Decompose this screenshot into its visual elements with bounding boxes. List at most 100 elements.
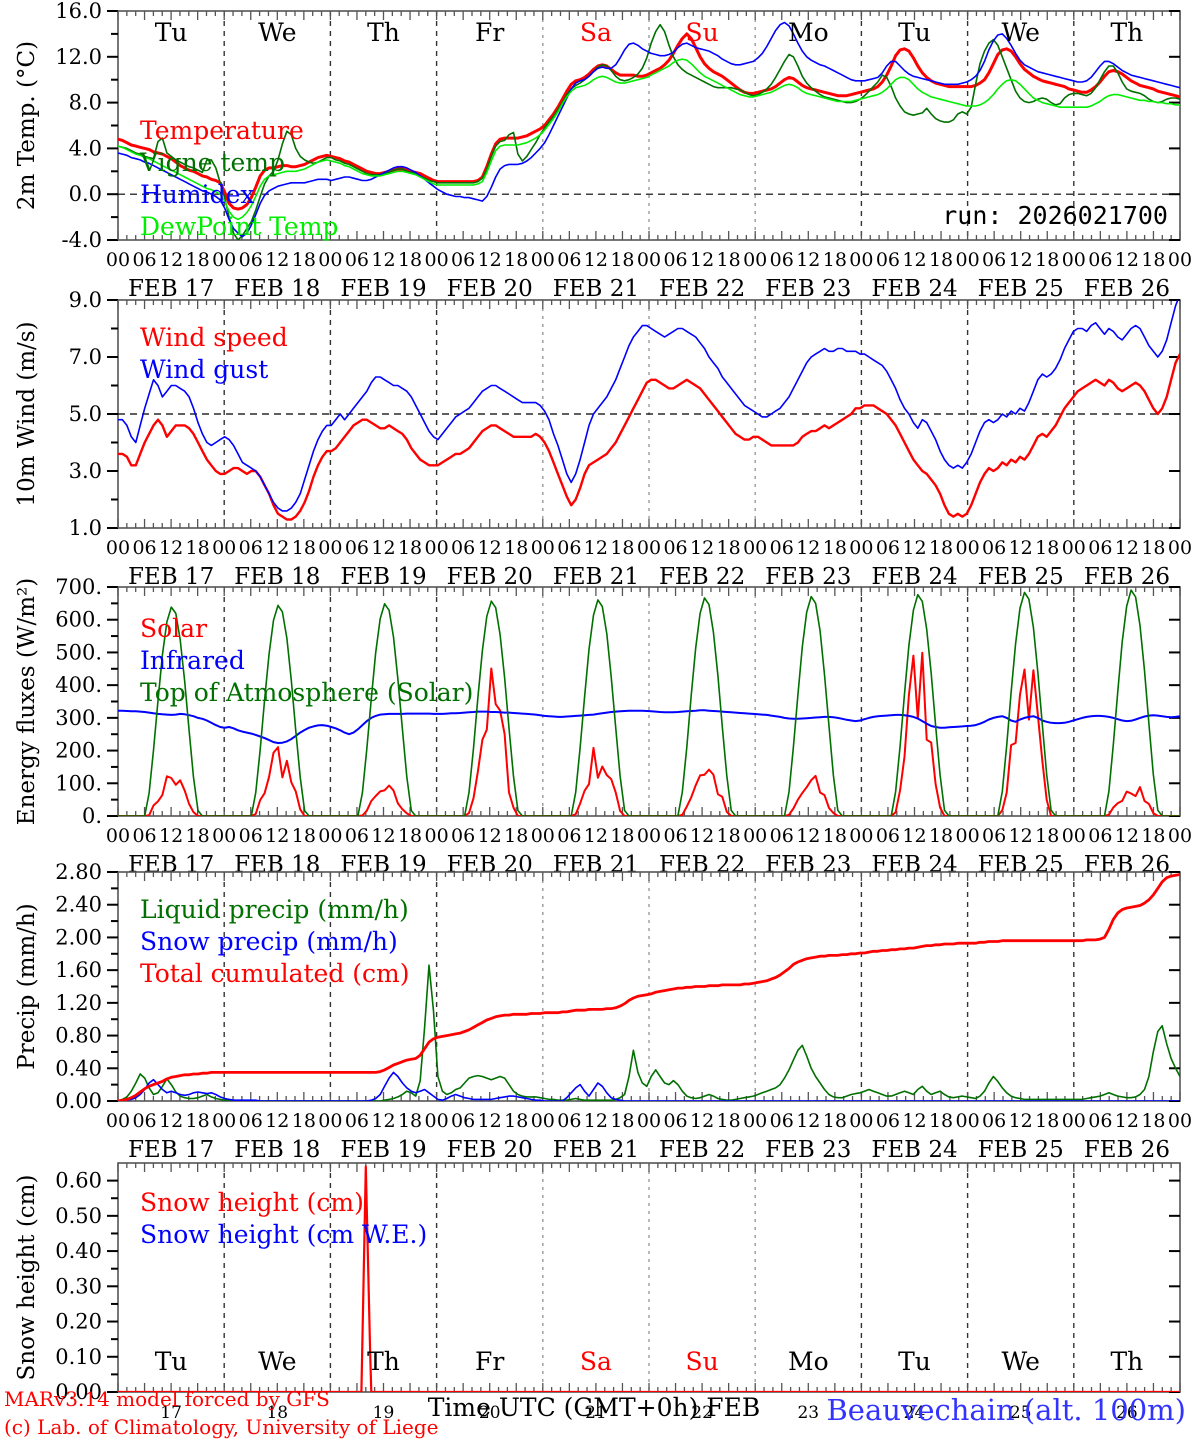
- y-tick-label: 0.40: [55, 1239, 102, 1263]
- x-day-label: FEB 25: [978, 276, 1064, 302]
- x-day-label: FEB 21: [553, 1137, 639, 1163]
- x-day-label: FEB 26: [1084, 276, 1170, 302]
- station-label: Beauvechain (alt. 100m): [827, 1393, 1187, 1427]
- x-hour-label: 12: [1115, 1110, 1139, 1132]
- x-hour-label: 00: [1168, 825, 1192, 847]
- legend-label: DewPoint Temp: [140, 212, 338, 241]
- x-hour-label: 12: [690, 249, 714, 271]
- x-hour-label: 18: [1035, 1110, 1059, 1132]
- x-hour-label: 06: [557, 537, 581, 559]
- weekday-label: Tu: [898, 1347, 931, 1376]
- x-hour-label: 06: [663, 1110, 687, 1132]
- y-axis-label: Snow height (cm): [14, 1175, 40, 1381]
- y-tick-label: 2.00: [55, 925, 102, 949]
- x-hour-label: 00: [956, 825, 980, 847]
- x-hour-label: 00: [956, 249, 980, 271]
- x-hour-label: 12: [371, 825, 395, 847]
- x-hour-label: 18: [1141, 1110, 1165, 1132]
- x-hour-label: 12: [902, 249, 926, 271]
- series-line: [118, 32, 1180, 211]
- y-tick-label: 1.0: [69, 516, 102, 540]
- x-hour-label: 18: [929, 537, 953, 559]
- series-line: [118, 21, 1180, 238]
- x-hour-label: 18: [823, 249, 847, 271]
- x-hour-label: 12: [478, 825, 502, 847]
- x-hour-label: 12: [265, 249, 289, 271]
- x-hour-label: 18: [398, 537, 422, 559]
- x-day-label: FEB 19: [340, 1137, 426, 1163]
- x-axis-title: Time UTC (GMT+0h) FEB: [428, 1393, 761, 1422]
- x-hour-label: 06: [132, 825, 156, 847]
- x-hour-label: 00: [956, 537, 980, 559]
- weekday-label: Tu: [898, 18, 931, 47]
- x-hour-label: 00: [531, 249, 555, 271]
- x-day-label: FEB 26: [1084, 1137, 1170, 1163]
- x-hour-label: 12: [902, 537, 926, 559]
- x-hour-label: 18: [292, 1110, 316, 1132]
- x-hour-label: 06: [345, 249, 369, 271]
- x-hour-label: 06: [345, 1110, 369, 1132]
- x-hour-label: 18: [1035, 825, 1059, 847]
- x-hour-label: 18: [717, 249, 741, 271]
- x-hour-label: 12: [478, 1110, 502, 1132]
- x-hour-label: 06: [132, 1110, 156, 1132]
- legend-label: Infrared: [140, 646, 245, 675]
- y-tick-label: 0.: [82, 804, 102, 828]
- series-line: [118, 300, 1179, 512]
- x-hour-label: 00: [637, 249, 661, 271]
- y-tick-label: 0.80: [55, 1024, 102, 1048]
- x-hour-label: 06: [451, 1110, 475, 1132]
- x-hour-label: 00: [318, 249, 342, 271]
- x-day-label: FEB 26: [1084, 564, 1170, 590]
- y-tick-label: 0.00: [55, 1380, 102, 1404]
- x-hour-label: 00: [743, 825, 767, 847]
- weekday-label: Tu: [155, 1347, 188, 1376]
- x-day-label: FEB 25: [978, 564, 1064, 590]
- y-tick-label: 1.20: [55, 991, 102, 1015]
- x-hour-label: 06: [451, 825, 475, 847]
- x-hour-label: 18: [610, 537, 634, 559]
- x-hour-label: 00: [1168, 249, 1192, 271]
- x-hour-label: 12: [371, 249, 395, 271]
- y-tick-label: 12.0: [55, 45, 102, 69]
- series-line: [118, 873, 1180, 1101]
- legend-label: Snow precip (mm/h): [140, 927, 398, 956]
- x-day-label: FEB 17: [128, 1137, 214, 1163]
- x-hour-label: 06: [663, 825, 687, 847]
- x-day-number: 17: [160, 1403, 182, 1423]
- series-group: [118, 873, 1180, 1101]
- series-line: [118, 709, 1180, 744]
- x-day-label: FEB 25: [978, 1137, 1064, 1163]
- x-hour-label: 18: [504, 537, 528, 559]
- x-hour-label: 12: [478, 249, 502, 271]
- x-hour-label: 06: [770, 825, 794, 847]
- weekday-label: Su: [685, 1347, 718, 1376]
- x-hour-label: 06: [1088, 825, 1112, 847]
- y-axis-label: 2m Temp. (°C): [14, 41, 40, 210]
- x-hour-label: 12: [159, 1110, 183, 1132]
- weekday-label: Fr: [475, 18, 504, 47]
- weekday-label: We: [1001, 1347, 1039, 1376]
- x-hour-label: 06: [982, 537, 1006, 559]
- x-hour-label: 06: [557, 825, 581, 847]
- y-tick-label: 0.50: [55, 1204, 102, 1228]
- x-hour-label: 18: [186, 537, 210, 559]
- y-tick-label: 700.: [55, 575, 102, 599]
- x-day-label: FEB 18: [234, 276, 320, 302]
- legend-label: Wind gust: [140, 355, 268, 384]
- x-hour-label: 12: [690, 825, 714, 847]
- x-hour-label: 12: [1009, 537, 1033, 559]
- y-tick-label: 400.: [55, 673, 102, 697]
- x-hour-label: 00: [849, 249, 873, 271]
- y-tick-label: 300.: [55, 706, 102, 730]
- x-hour-label: 18: [717, 537, 741, 559]
- weekday-label: Th: [367, 18, 400, 47]
- x-day-number: 22: [691, 1403, 713, 1423]
- x-hour-label: 06: [239, 249, 263, 271]
- y-tick-label: 0.30: [55, 1274, 102, 1298]
- panel-precip: 0.00 0.40 0.80 1.20 1.60 2.00 2.40 2.80 Precip (…: [14, 860, 1192, 1163]
- y-tick-label: 2.80: [55, 860, 102, 884]
- x-hour-label: 00: [1062, 1110, 1086, 1132]
- x-hour-label: 18: [929, 825, 953, 847]
